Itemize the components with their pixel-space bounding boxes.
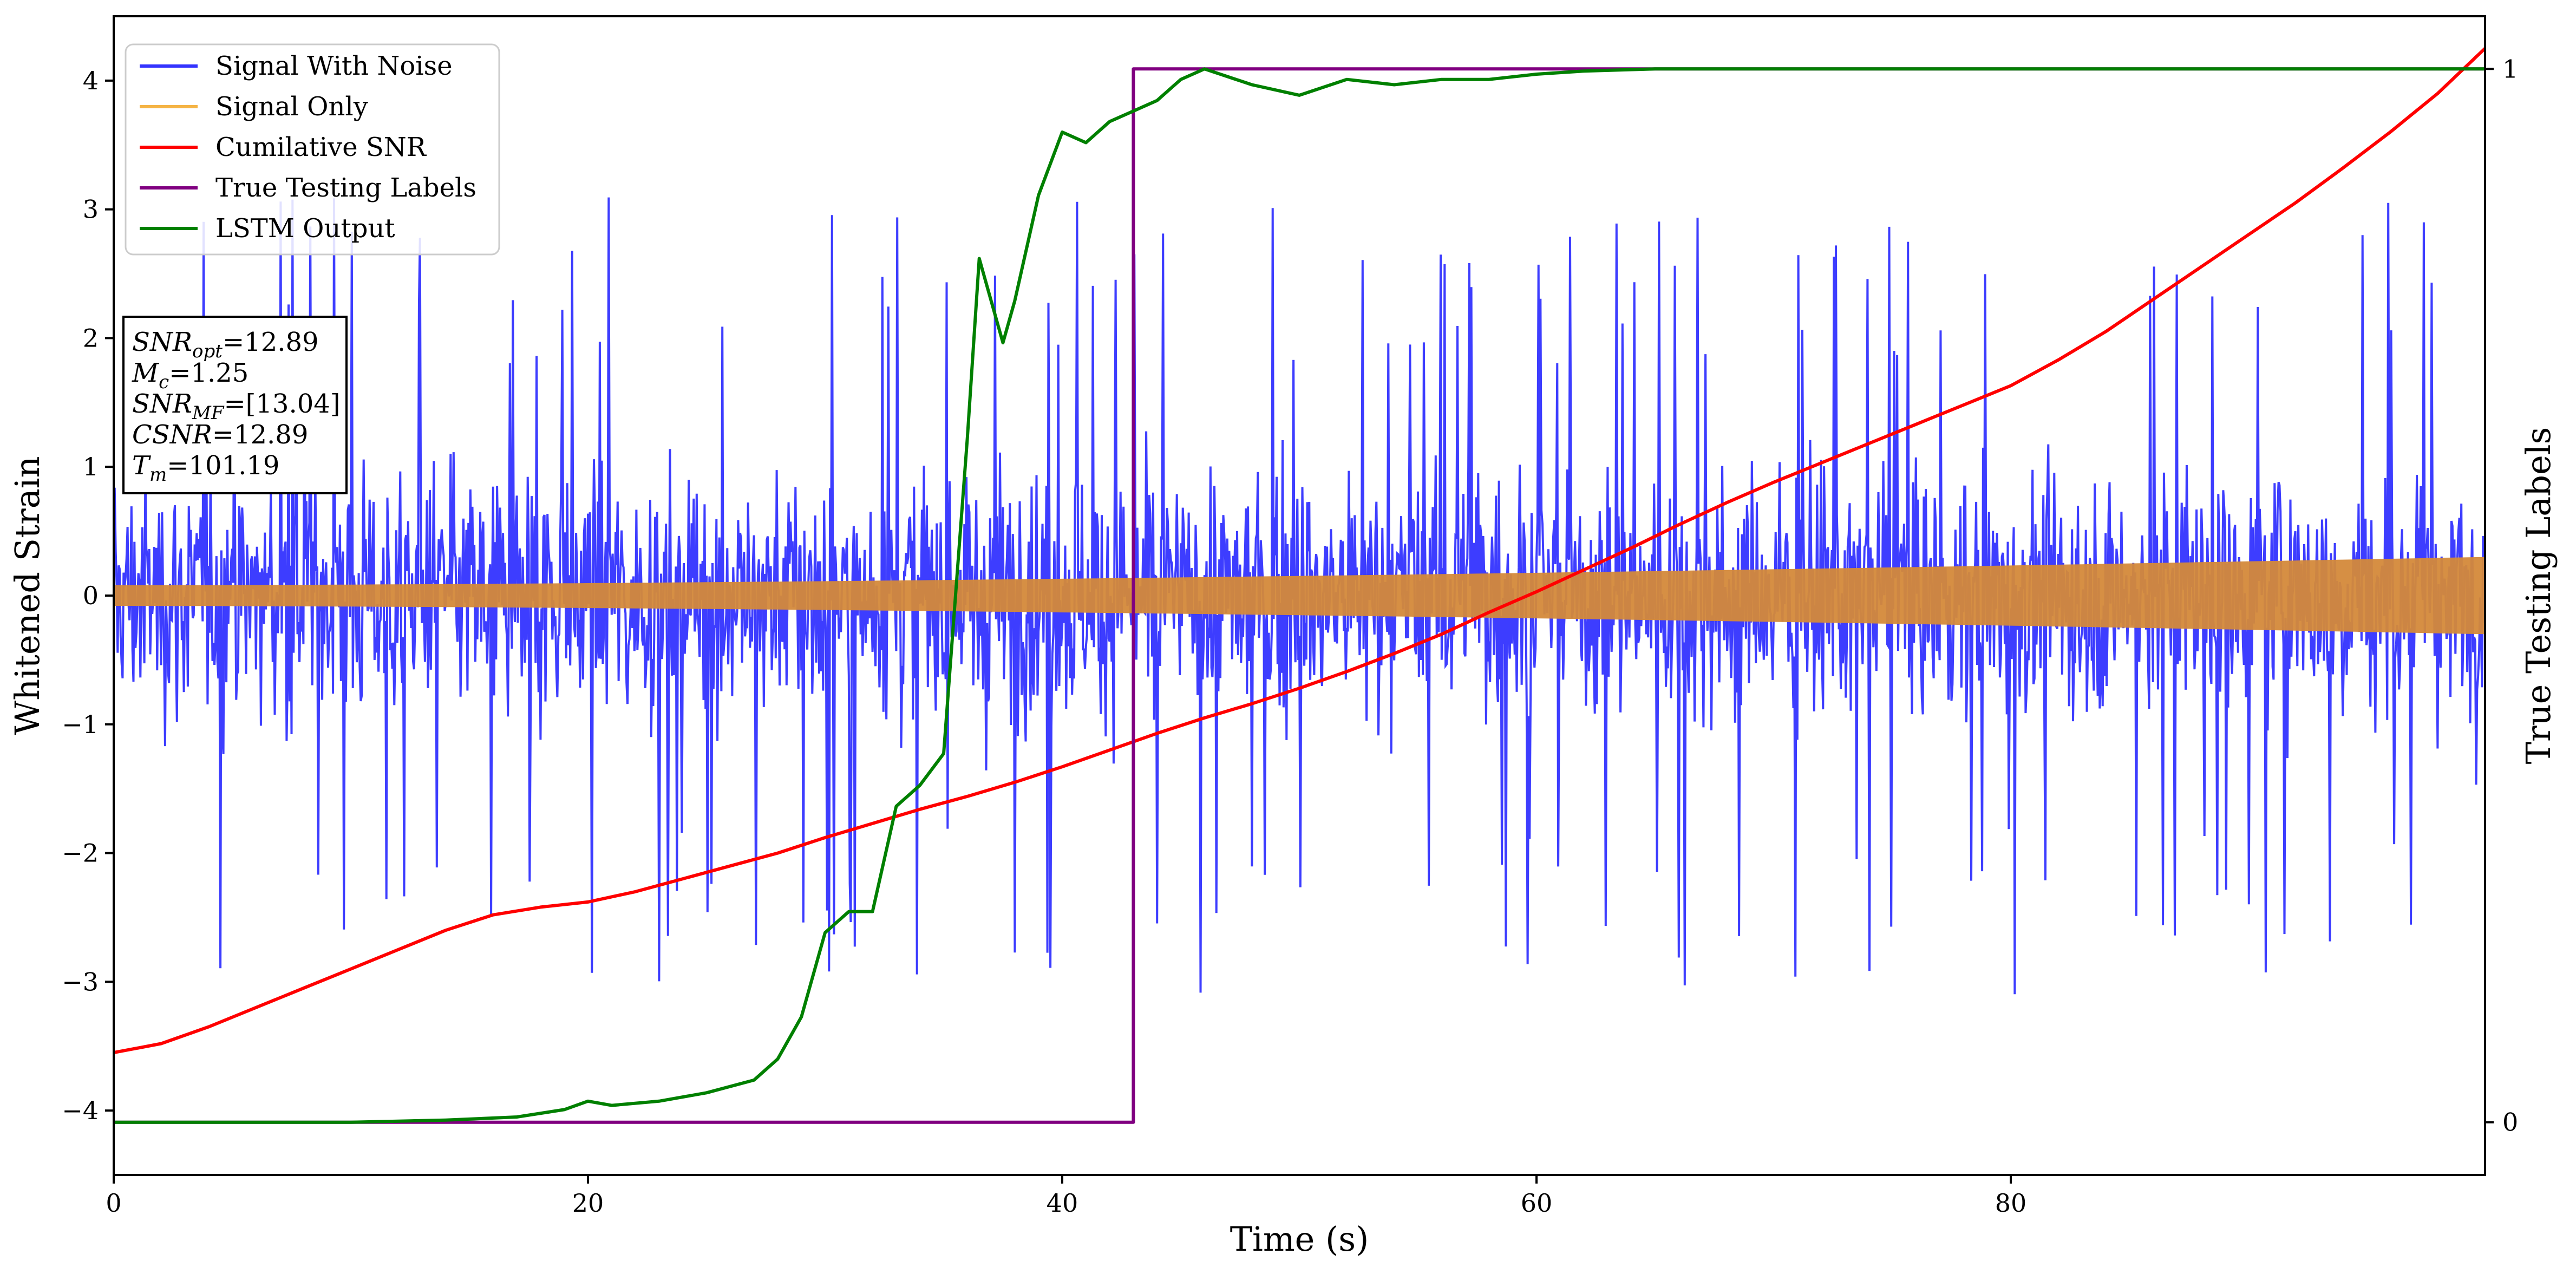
series-lines — [114, 47, 2485, 1124]
y-right-tick-label: 1 — [2502, 54, 2518, 83]
stats-line: CSNR=12.89 — [132, 420, 308, 450]
x-tick-label: 40 — [1047, 1188, 1078, 1218]
y-tick-label: −1 — [62, 710, 99, 739]
legend-entry: LSTM Output — [215, 213, 395, 244]
stats-line: Tm=101.19 — [132, 450, 279, 486]
x-tick-label: 60 — [1521, 1188, 1553, 1218]
y-tick-label: −4 — [62, 1096, 99, 1125]
stats-line: Mc=1.25 — [132, 358, 249, 393]
series-signal-with-noise — [114, 197, 2485, 995]
legend: Signal With Noise Signal Only Cumilative S… — [125, 43, 500, 256]
y-tick-label: 0 — [83, 581, 99, 610]
signal-with-noise-line — [114, 197, 2485, 995]
y-tick-label: 2 — [83, 323, 99, 352]
stats-box — [122, 316, 348, 494]
y-tick-label: −2 — [62, 839, 99, 868]
cumilative-snr-line — [114, 47, 2485, 1055]
x-axis-label: Time (s) — [1230, 1219, 1369, 1259]
y-axis-label: Whitened Strain — [8, 456, 47, 735]
y-tick-label: −3 — [62, 967, 99, 996]
legend-entry: Signal With Noise — [215, 51, 453, 81]
legend-entry: True Testing Labels — [215, 173, 476, 203]
y-axis-right: 01 — [2485, 54, 2518, 1137]
y-axis-right-label: True Testing Labels — [2519, 427, 2558, 765]
legend-box — [125, 43, 500, 256]
legend-entry: Cumilative SNR — [215, 132, 427, 162]
y-tick-label: 1 — [83, 452, 99, 481]
stats-line: SNRopt=12.89 — [132, 327, 319, 362]
legend-entry: Signal Only — [215, 92, 368, 122]
signal-only-band — [114, 557, 2485, 635]
stats-line: SNRMF=[13.04] — [132, 389, 341, 424]
plot-area — [114, 47, 2485, 1124]
y-right-tick-label: 0 — [2502, 1108, 2518, 1137]
x-tick-label: 0 — [106, 1188, 121, 1218]
x-tick-label: 20 — [572, 1188, 604, 1218]
series-signal-only — [114, 557, 2485, 635]
lstm-output-line — [114, 67, 2485, 1124]
stats-annotation: SNRopt=12.89Mc=1.25SNRMF=[13.04]CSNR=12.… — [122, 316, 348, 494]
y-tick-label: 3 — [83, 195, 99, 224]
y-axis-left: −4 −3 −2 −1 0 1 2 3 4 — [62, 66, 114, 1125]
x-tick-label: 80 — [1995, 1188, 2027, 1218]
x-axis: 0 20 40 60 80 — [106, 1175, 2026, 1218]
y-tick-label: 4 — [83, 66, 99, 95]
